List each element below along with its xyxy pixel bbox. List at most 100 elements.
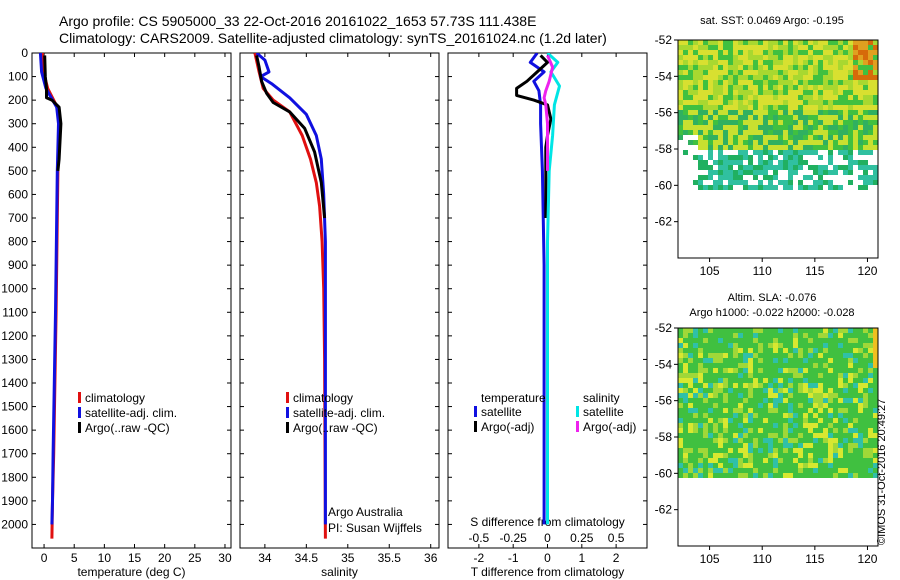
- y-tick-label: 1300: [1, 352, 28, 366]
- series-line-argo-adj: [515, 54, 553, 218]
- x-axis-label: T difference from climatology: [471, 565, 625, 579]
- pi-credit: PI: Susan Wijffels: [328, 521, 422, 535]
- legend-swatch: [576, 421, 579, 432]
- y-tick-label: -52: [655, 33, 673, 47]
- y-tick-label: 1500: [1, 400, 28, 414]
- series-line-climatology: [253, 53, 327, 539]
- y-tick-label: -58: [655, 430, 673, 444]
- y-tick-label: -56: [655, 394, 673, 408]
- x-tick-label: 120: [857, 552, 877, 566]
- x-tick-label: 115: [805, 264, 824, 278]
- legend-swatch: [576, 406, 579, 417]
- series-line-satellite-adj-clim: [255, 53, 327, 525]
- y-tick-label: 500: [8, 164, 28, 178]
- x2-tick-label: -0.5: [469, 531, 490, 545]
- series-line-satellite-adj-clim: [38, 53, 60, 525]
- profile-title: Argo profile: CS 5905000_33 22-Oct-2016 …: [59, 13, 537, 29]
- x-tick-label: -1: [508, 551, 519, 565]
- x-tick-label: 115: [805, 552, 824, 566]
- legend-label: Argo(..raw -QC): [293, 421, 378, 435]
- legend-swatch: [286, 422, 289, 433]
- y-tick-label: 1000: [1, 282, 28, 296]
- legend-label: climatology: [293, 391, 353, 405]
- x-tick-label: 35: [341, 551, 355, 565]
- x-tick-label: 34.5: [295, 551, 319, 565]
- legend-swatch: [286, 407, 289, 418]
- x-tick-label: 120: [857, 264, 877, 278]
- legend-label: satellite: [583, 405, 624, 419]
- y-tick-label: 200: [8, 93, 28, 107]
- series-line-argo-adj: [542, 54, 555, 171]
- y-tick-label: -54: [655, 69, 673, 83]
- y-tick-label: 1200: [1, 329, 28, 343]
- series-line-argo-raw-qc: [255, 55, 327, 219]
- x-tick-label: 110: [753, 552, 772, 566]
- x-tick-label: 5: [71, 551, 78, 565]
- legend-label: Argo(-adj): [481, 420, 534, 434]
- y-tick-label: 1600: [1, 423, 28, 437]
- series-line-satellite: [528, 53, 546, 525]
- difference-panel: -2 -1 0 1 2T difference from climatology -0.5…: [447, 52, 648, 579]
- y-tick-label: -54: [655, 357, 673, 371]
- map-subtitle: Argo h1000: -0.022 h2000: -0.028: [689, 307, 854, 319]
- x-tick-label: 15: [128, 551, 142, 565]
- x2-tick-label: 0.25: [570, 531, 594, 545]
- legend-swatch: [78, 422, 81, 433]
- y-tick-label: -62: [655, 215, 673, 229]
- x-axis-label: temperature (deg C): [77, 565, 185, 579]
- series-line-argo-raw-qc: [43, 55, 63, 172]
- x-tick-label: 105: [700, 264, 720, 278]
- x-tick-label: 0: [544, 551, 551, 565]
- legend-swatch: [474, 406, 477, 417]
- y-tick-label: 1400: [1, 376, 28, 390]
- legend-swatch: [286, 392, 289, 403]
- legend-swatch: [474, 421, 477, 432]
- y-tick-label: 900: [8, 258, 28, 272]
- map-title: sat. SST: 0.0469 Argo: -0.195: [700, 15, 844, 27]
- y-tick-label: -62: [655, 503, 673, 517]
- map-title: Altim. SLA: -0.076: [728, 292, 817, 304]
- legend-label: satellite: [481, 405, 522, 419]
- x-axis-label: salinity: [321, 565, 358, 579]
- series-lines: [38, 53, 63, 539]
- heatmap-field: [678, 328, 878, 478]
- temperature-frame: [31, 52, 232, 549]
- y-tick-label: 300: [8, 117, 28, 131]
- x-tick-label: 0: [41, 551, 48, 565]
- imos-stamp: ©IMOS 31-Oct-2016 20:49:27: [876, 398, 888, 545]
- y-tick-label: 800: [8, 235, 28, 249]
- series-lines: [515, 53, 561, 525]
- temperature-panel: 0100200300400500600700800900100011001200…: [1, 46, 232, 579]
- x2-tick-label: 0.5: [608, 531, 625, 545]
- sla_map-panel: Altim. SLA: -0.076 Argo h1000: -0.022 h20…: [655, 292, 879, 566]
- x-tick-label: 25: [188, 551, 202, 565]
- x-tick-label: 105: [700, 552, 720, 566]
- legend-swatch: [78, 407, 81, 418]
- x2-tick-label: -0.25: [500, 531, 528, 545]
- x-tick-label: -2: [474, 551, 485, 565]
- y-tick-label: -60: [655, 466, 673, 480]
- y-tick-label: 1700: [1, 447, 28, 461]
- y-tick-label: 1900: [1, 494, 28, 508]
- y-tick-label: 100: [8, 70, 28, 84]
- climatology-subtitle: Climatology: CARS2009. Satellite-adjuste…: [59, 30, 607, 46]
- legend-label: Argo(-adj): [583, 420, 636, 434]
- x2-tick-label: 0: [544, 531, 551, 545]
- legend-label: satellite-adj. clim.: [85, 406, 177, 420]
- x-tick-label: 35.5: [378, 551, 402, 565]
- legend-label: Argo(..raw -QC): [85, 421, 170, 435]
- y-tick-label: -56: [655, 106, 673, 120]
- salinity-frame: [239, 52, 440, 549]
- y-tick-label: 1800: [1, 470, 28, 484]
- legend-group-title: temperature: [481, 391, 546, 405]
- series-line-satellite: [546, 53, 561, 525]
- legend-swatch: [78, 392, 81, 403]
- legend-label: satellite-adj. clim.: [293, 406, 385, 420]
- x-tick-label: 36: [424, 551, 438, 565]
- x-tick-label: 34: [258, 551, 272, 565]
- y-tick-label: -52: [655, 321, 673, 335]
- sst_map-panel: sat. SST: 0.0469 Argo: -0.195 -52 -54 -56 -5…: [655, 15, 879, 278]
- y-tick-label: 1100: [2, 305, 28, 319]
- y-tick-label: 600: [8, 187, 28, 201]
